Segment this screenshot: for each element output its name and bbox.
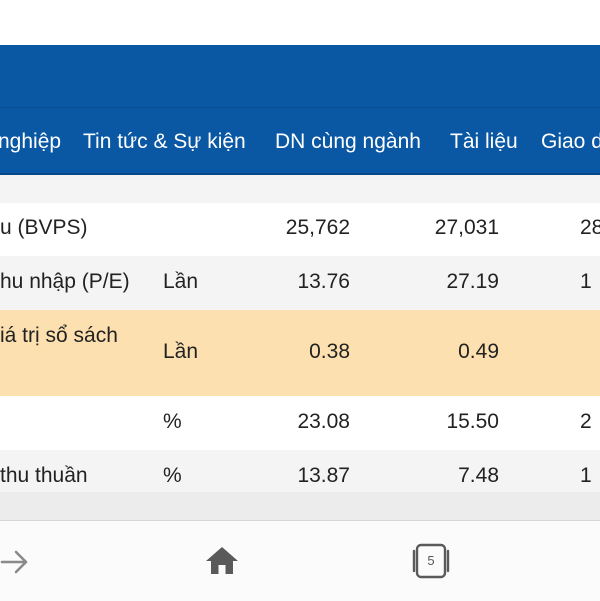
value-industry: 27.19	[446, 270, 499, 293]
row-label: thu thuần	[0, 464, 88, 487]
row-label: iá trị sổ sách	[0, 324, 118, 347]
table-row: iá trị sổ sách Lần 0.38 0.49	[0, 310, 600, 396]
tab-switcher-button[interactable]: 5	[410, 542, 452, 580]
table-row: hu nhập (P/E) Lần 13.76 27.19 1	[0, 256, 600, 310]
table-row: thu thuần% 13.87 7.48 1	[0, 450, 600, 492]
tabs-icon	[412, 543, 450, 579]
tab-dn-cung-nganh[interactable]: DN cùng ngành	[275, 130, 421, 153]
value-current-company: 25,762	[285, 216, 350, 239]
browser-bottom-bar: 5	[0, 520, 600, 601]
row-unit: %	[163, 410, 182, 433]
row-unit: Lần	[163, 270, 199, 293]
row-label: u (BVPS)	[0, 216, 88, 239]
value-next-column: 1	[580, 270, 592, 293]
value-current-company: 0.38	[309, 340, 350, 363]
table-row: % 23.08 15.50 2	[0, 396, 600, 450]
value-current-company: 23.08	[297, 410, 350, 433]
value-current-company: 13.87	[297, 464, 350, 487]
top-strip	[0, 0, 600, 45]
home-icon[interactable]	[205, 544, 239, 576]
value-industry: 27,031	[434, 216, 499, 239]
section-tabs: nghiệp Tin tức & Sự kiện DN cùng ngành T…	[0, 107, 600, 176]
row-unit: Lần	[163, 340, 199, 363]
value-next-column: 28	[580, 216, 600, 239]
tab-count: 5	[427, 553, 435, 568]
value-next-column: 1	[580, 464, 592, 487]
header-bar	[0, 45, 600, 107]
tab-tai-lieu[interactable]: Tài liệu	[450, 130, 518, 153]
row-unit: %	[163, 464, 182, 487]
tab-giao-dich[interactable]: Giao d	[541, 130, 600, 153]
value-industry: 0.49	[458, 340, 499, 363]
tab-tin-tuc-su-kien[interactable]: Tin tức & Sự kiện	[83, 130, 246, 153]
table-header-spacer	[0, 175, 600, 203]
value-current-company: 13.76	[297, 270, 350, 293]
tab-doanh-nghiep[interactable]: nghiệp	[0, 130, 62, 153]
value-next-column: 2	[580, 410, 592, 433]
forward-arrow-icon[interactable]	[0, 546, 32, 578]
table-row: u (BVPS) 25,762 27,031 28	[0, 203, 600, 256]
row-label: hu nhập (P/E)	[0, 270, 130, 293]
scroll-fade-area	[0, 492, 600, 520]
value-industry: 7.48	[458, 464, 499, 487]
value-industry: 15.50	[446, 410, 499, 433]
